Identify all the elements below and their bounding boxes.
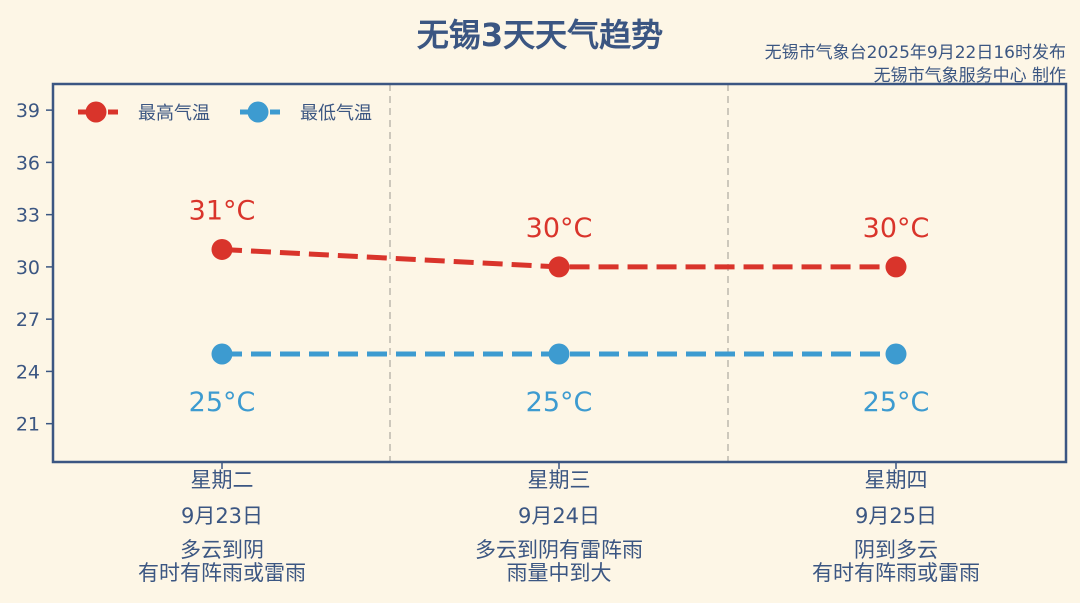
low-temp-point	[548, 343, 570, 365]
high-temp-label: 30°C	[863, 213, 930, 244]
low-temp-label: 25°C	[863, 387, 930, 418]
y-tick-label: 30	[16, 257, 40, 279]
issuer-line: 无锡市气象台2025年9月22日16时发布	[764, 43, 1066, 63]
y-tick-label: 33	[16, 205, 40, 227]
weather-label-1: 多云到阴 有时有阵雨或雷雨	[72, 539, 372, 585]
y-tick-label: 36	[16, 152, 40, 174]
producer-line: 无锡市气象服务中心 制作	[873, 66, 1066, 86]
legend-marker	[85, 101, 107, 123]
day-label-3: 星期四	[864, 468, 928, 492]
high-temp-point	[885, 256, 907, 278]
weather-label-2: 多云到阴有雷阵雨 雨量中到大	[409, 539, 709, 585]
date-label-1: 9月23日	[180, 504, 264, 528]
high-temp-label: 31°C	[189, 195, 256, 226]
weather-line: 多云到阴有雷阵雨	[475, 538, 643, 562]
y-tick-label: 27	[16, 309, 40, 331]
day-label-2: 星期三	[527, 468, 591, 492]
y-tick-label: 39	[16, 100, 40, 122]
low-temp-point	[211, 343, 233, 365]
legend-marker	[247, 101, 269, 123]
y-tick-label: 21	[16, 414, 40, 436]
legend-label: 最低气温	[300, 103, 372, 124]
high-temp-point	[548, 256, 570, 278]
legend-label: 最高气温	[138, 103, 210, 124]
y-tick-label: 24	[16, 361, 40, 383]
weather-line: 阴到多云	[854, 538, 938, 562]
low-temp-label: 25°C	[189, 387, 256, 418]
date-label-2: 9月24日	[517, 504, 601, 528]
weather-line: 多云到阴	[180, 538, 264, 562]
weather-line: 有时有阵雨或雷雨	[812, 561, 980, 585]
plot-frame	[51, 82, 1068, 464]
low-temp-label: 25°C	[526, 387, 593, 418]
weather-line: 雨量中到大	[506, 561, 612, 585]
weather-label-3: 阴到多云 有时有阵雨或雷雨	[746, 539, 1046, 585]
weather-line: 有时有阵雨或雷雨	[138, 561, 306, 585]
chart-title: 无锡3天天气趋势	[416, 16, 664, 54]
day-label-1: 星期二	[190, 468, 254, 492]
date-label-3: 9月25日	[854, 504, 938, 528]
high-temp-point	[211, 238, 233, 260]
low-temp-point	[885, 343, 907, 365]
high-temp-label: 30°C	[526, 213, 593, 244]
